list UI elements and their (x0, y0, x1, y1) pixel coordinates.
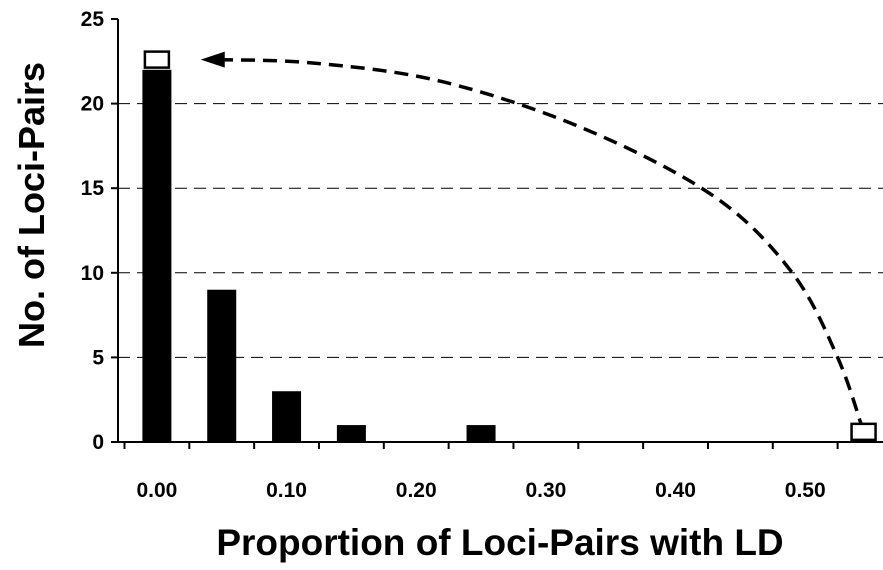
bar (142, 69, 172, 442)
bar (466, 425, 496, 442)
x-tick-label: 0.30 (525, 479, 566, 502)
y-tick-label: 20 (81, 93, 104, 116)
open-square-marker (143, 50, 171, 69)
y-tick-label: 10 (81, 262, 104, 285)
arrowhead (200, 51, 225, 68)
x-axis-title: Proportion of Loci-Pairs with LD (216, 522, 783, 563)
x-tick-label: 0.50 (785, 479, 826, 502)
bar (272, 391, 302, 442)
bar (207, 289, 237, 442)
y-tick-label: 25 (81, 8, 105, 31)
y-axis-title: No. of Loci-Pairs (11, 62, 52, 348)
bar (336, 425, 366, 442)
open-square-marker (850, 422, 877, 442)
y-tick-label: 15 (81, 177, 105, 200)
x-tick-label: 0.40 (655, 479, 696, 502)
dashed-arrow (208, 57, 866, 433)
x-tick-label: 0.20 (396, 479, 437, 502)
y-tick-label: 0 (92, 431, 104, 454)
y-tick-label: 5 (92, 346, 104, 369)
x-tick-label: 0.00 (136, 479, 177, 502)
x-tick-label: 0.10 (266, 479, 307, 502)
